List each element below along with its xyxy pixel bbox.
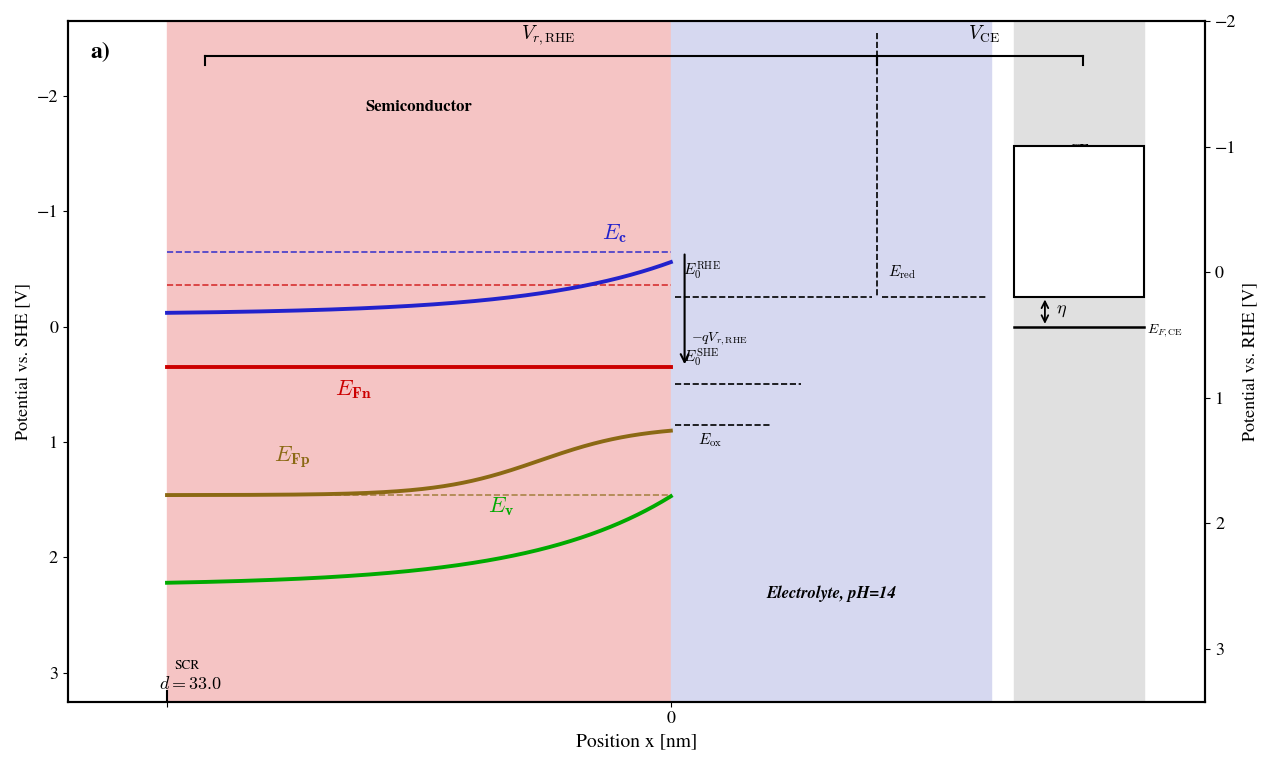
Text: $E_0^{\rm SHE}$: $E_0^{\rm SHE}$ [684, 347, 719, 369]
Bar [1015, 21, 1144, 702]
Text: $\mathbf{\mathit{E}_c}$: $\mathbf{\mathit{E}_c}$ [602, 222, 628, 245]
Text: $\mathbf{\mathit{E}_{Fn}}$: $\mathbf{\mathit{E}_{Fn}}$ [335, 378, 372, 401]
Bar [671, 21, 992, 702]
Bar [1015, 145, 1144, 297]
Text: $E_{\rm red}$: $E_{\rm red}$ [887, 263, 915, 281]
Text: $E_{F,\rm CE}$: $E_{F,\rm CE}$ [1147, 322, 1184, 339]
Text: $d = 33.0$: $d = 33.0$ [159, 676, 223, 693]
Text: a): a) [90, 42, 111, 63]
Text: $E_0^{\rm RHE}$: $E_0^{\rm RHE}$ [684, 260, 721, 282]
Text: $-qV_{r,\rm RHE}$: $-qV_{r,\rm RHE}$ [691, 330, 747, 347]
Text: Semiconductor: Semiconductor [365, 100, 472, 114]
Text: $E_{\rm ox}$: $E_{\rm ox}$ [699, 431, 723, 449]
Text: $\mathbf{\mathit{E}_v}$: $\mathbf{\mathit{E}_v}$ [488, 496, 514, 518]
Text: $\eta$: $\eta$ [1055, 303, 1067, 319]
Text: CE: CE [1068, 144, 1090, 157]
Text: $V_{\rm CE}$: $V_{\rm CE}$ [967, 24, 999, 45]
X-axis label: Position x [nm]: Position x [nm] [575, 733, 698, 750]
Y-axis label: Potential vs. SHE [V]: Potential vs. SHE [V] [15, 283, 31, 440]
Y-axis label: Potential vs. RHE [V]: Potential vs. RHE [V] [1242, 282, 1258, 441]
Text: SCR: SCR [174, 660, 200, 672]
Bar [167, 21, 671, 702]
Text: Electrolyte, pH=14: Electrolyte, pH=14 [766, 585, 896, 602]
Text: $V_{r,\rm RHE}$: $V_{r,\rm RHE}$ [522, 24, 577, 47]
Text: $\mathbf{\mathit{E}_{Fp}}$: $\mathbf{\mathit{E}_{Fp}}$ [274, 444, 311, 470]
